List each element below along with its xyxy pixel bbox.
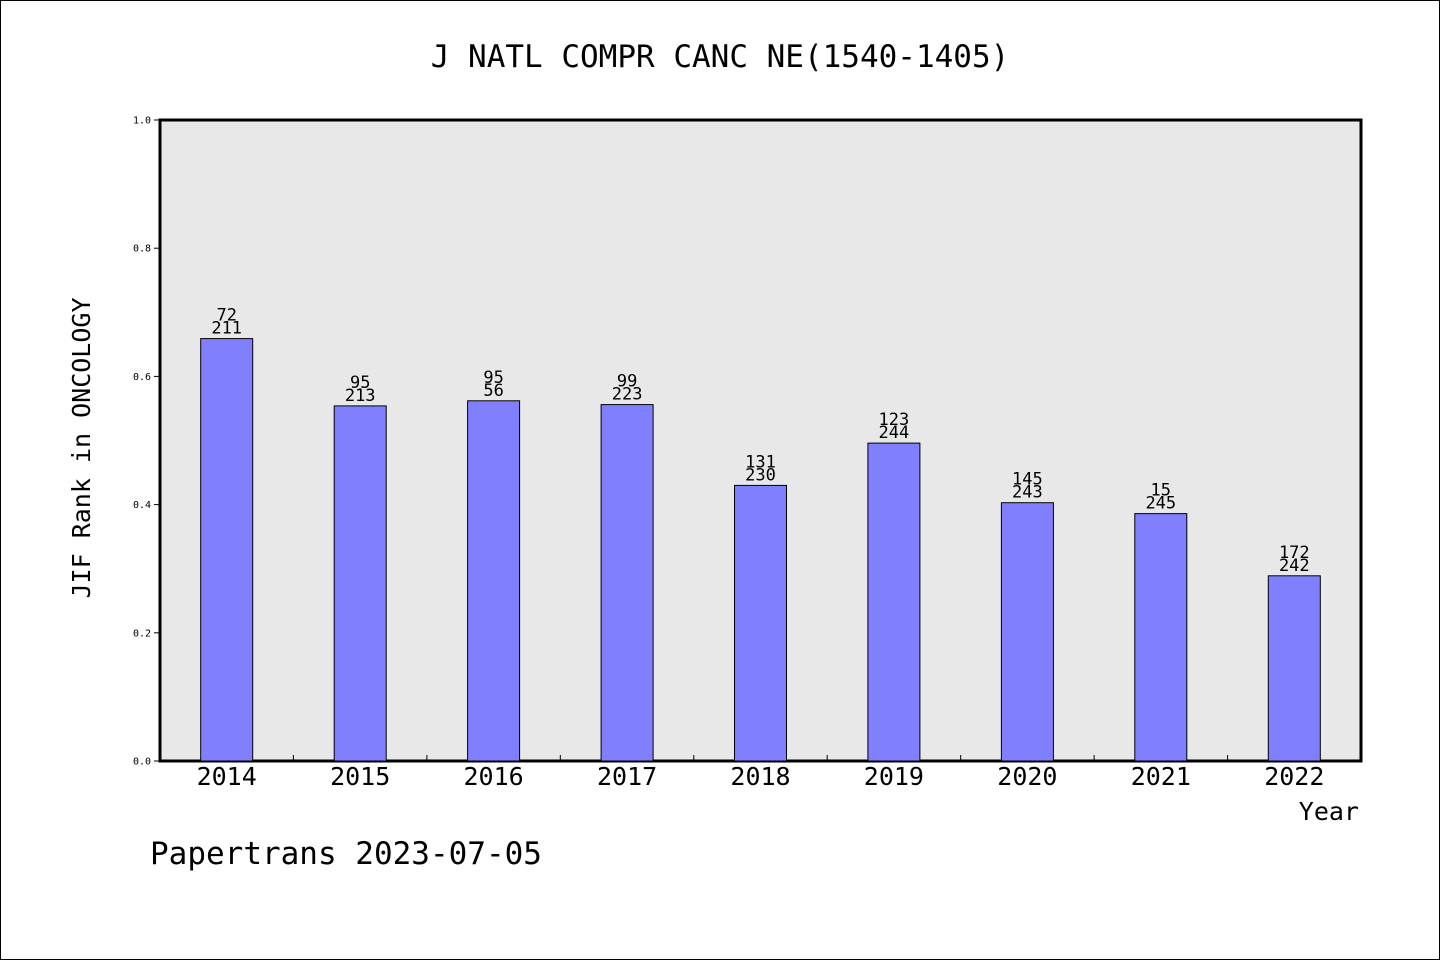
y-axis-label: JIF Rank in ONCOLOGY [67,297,96,598]
bar-label-bottom-2015: 213 [345,386,376,406]
x-axis: 2014 2015 2016 2017 2018 2019 2020 2021 2022 [197,755,1324,791]
bar-label-top-2016: 95 [483,368,503,388]
x-tick-label-2020: 2020 [997,762,1057,791]
x-tick-label-2019: 2019 [864,762,924,791]
bar-2017 [600,404,654,762]
bar-2015 [333,405,387,762]
bar-label-bottom-2022: 242 [1279,556,1310,576]
y-tick-label: 0.8 [133,244,151,255]
y-axis: 0.0 0.2 0.4 0.6 0.8 1.0 [133,116,160,768]
x-axis-label: Year [1299,797,1359,826]
bar-label-top-2020: 145 [1012,470,1043,490]
bar-label-top-2021: 15 [1151,481,1171,501]
bar-label-bottom-2014: 211 [211,319,242,339]
bars-group [200,338,1321,762]
y-tick-label: 0.4 [133,500,151,511]
bar-label-top-2017: 99 [617,372,637,392]
bar-2022 [1267,575,1321,762]
credit-text: Papertrans 2023-07-05 [150,836,542,872]
y-tick-label: 1.0 [133,116,151,127]
bar-2014 [200,338,254,762]
bar-label-bottom-2021: 245 [1145,494,1176,514]
bar-label-top-2022: 172 [1279,543,1310,563]
bar-label-bottom-2016: 56 [483,381,503,401]
bar-label-bottom-2018: 230 [745,465,776,485]
bar-label-bottom-2020: 243 [1012,483,1043,503]
bar-label-top-2019: 123 [879,410,910,430]
y-tick-label: 0.2 [133,628,151,639]
x-tick-label-2022: 2022 [1264,762,1324,791]
x-tick-label-2016: 2016 [463,762,523,791]
y-tick-label: 0.0 [133,757,151,768]
y-tick-label: 0.6 [133,372,151,383]
x-tick-label-2021: 2021 [1131,762,1191,791]
x-tick-label-2018: 2018 [730,762,790,791]
bar-label-top-2014: 72 [216,306,236,326]
x-tick-label-2015: 2015 [330,762,390,791]
x-tick-label-2014: 2014 [197,762,257,791]
x-tick-label-2017: 2017 [597,762,657,791]
bar-label-bottom-2017: 223 [612,385,643,405]
bar-label-bottom-2019: 244 [879,423,910,443]
bar-2019 [867,442,921,762]
bar-2020 [1000,502,1054,762]
bar-2016 [467,400,521,762]
bar-2021 [1134,513,1188,762]
bar-label-top-2018: 131 [745,452,776,472]
bar-label-top-2015: 95 [350,373,370,393]
bar-2018 [734,484,787,762]
chart-title: J NATL COMPR CANC NE(1540-1405) [431,39,1010,75]
